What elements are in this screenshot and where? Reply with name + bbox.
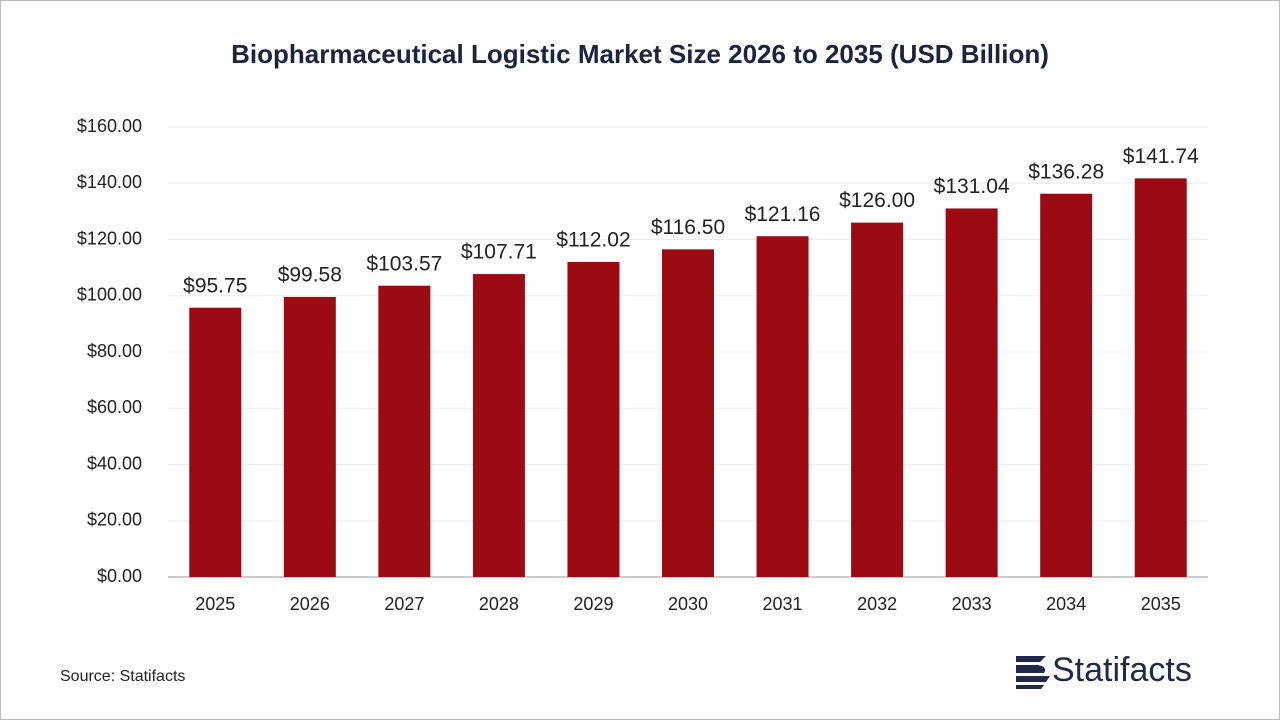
value-label: $116.50 bbox=[651, 216, 725, 239]
bar bbox=[472, 274, 525, 577]
y-tick-label: $40.00 bbox=[87, 453, 142, 473]
value-label: $95.75 bbox=[183, 274, 247, 297]
x-tick-label: 2027 bbox=[384, 594, 424, 614]
y-tick-label: $80.00 bbox=[87, 341, 142, 361]
bar bbox=[283, 296, 336, 577]
y-tick-label: $140.00 bbox=[77, 172, 142, 192]
bar bbox=[189, 307, 242, 577]
x-tick-label: 2033 bbox=[952, 594, 992, 614]
bar bbox=[662, 249, 714, 577]
y-tick-label: $100.00 bbox=[77, 285, 142, 305]
value-label: $126.00 bbox=[839, 189, 915, 212]
value-label: $131.04 bbox=[934, 175, 1010, 198]
y-tick-label: $60.00 bbox=[87, 397, 142, 417]
value-label: $112.02 bbox=[556, 228, 630, 251]
x-tick-label: 2030 bbox=[668, 594, 708, 614]
source: Source: Statifacts bbox=[60, 668, 185, 685]
bar bbox=[1134, 178, 1187, 577]
bar bbox=[945, 208, 998, 577]
y-tick-label: $120.00 bbox=[77, 228, 142, 248]
logo-text: Statifacts bbox=[1052, 651, 1192, 689]
x-tick-label: 2029 bbox=[573, 594, 613, 614]
value-label: $121.16 bbox=[745, 203, 821, 226]
x-tick-label: 2025 bbox=[195, 594, 235, 614]
bar bbox=[378, 285, 431, 577]
y-tick-label: $0.00 bbox=[97, 566, 142, 586]
x-tick-label: 2028 bbox=[479, 594, 519, 614]
logo-icon bbox=[1016, 656, 1050, 689]
bar bbox=[851, 222, 904, 577]
x-tick-label: 2031 bbox=[763, 594, 803, 614]
value-label: $107.71 bbox=[461, 241, 537, 264]
chart-title: Biopharmaceutical Logistic Market Size 2… bbox=[231, 39, 1049, 69]
bar bbox=[567, 261, 620, 577]
x-tick-label: 2034 bbox=[1046, 594, 1086, 614]
y-tick-label: $160.00 bbox=[77, 116, 142, 136]
y-tick-label: $20.00 bbox=[87, 510, 142, 530]
value-label: $99.58 bbox=[278, 263, 342, 286]
bar bbox=[756, 236, 809, 578]
x-tick-label: 2026 bbox=[290, 594, 330, 614]
x-tick-label: 2035 bbox=[1141, 594, 1181, 614]
bar bbox=[1040, 193, 1093, 577]
value-label: $141.74 bbox=[1123, 145, 1199, 168]
x-tick-label: 2032 bbox=[857, 594, 897, 614]
value-label: $136.28 bbox=[1028, 160, 1104, 183]
value-label: $103.57 bbox=[366, 252, 442, 275]
